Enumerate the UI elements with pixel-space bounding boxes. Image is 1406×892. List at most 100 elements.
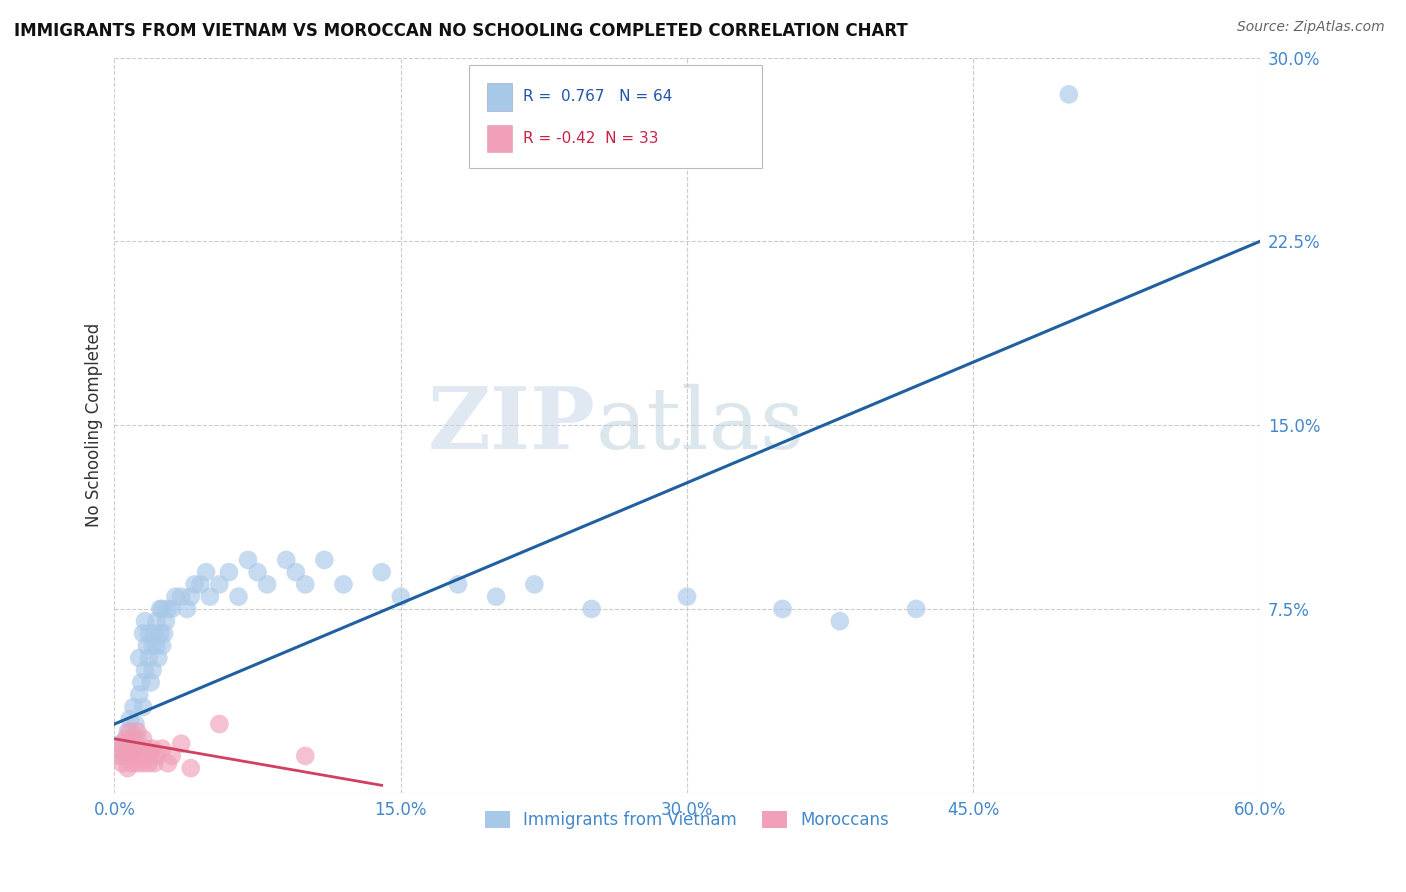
Point xyxy=(276,553,298,567)
Point xyxy=(332,577,354,591)
Point xyxy=(107,748,129,763)
Point xyxy=(121,756,143,771)
Point xyxy=(150,639,173,653)
Point xyxy=(122,741,145,756)
Point xyxy=(284,565,307,579)
Point xyxy=(160,602,183,616)
Point xyxy=(170,590,193,604)
Point xyxy=(228,590,250,604)
Point xyxy=(256,577,278,591)
Point xyxy=(150,741,173,756)
Point xyxy=(115,748,138,763)
Point xyxy=(138,626,160,640)
Point xyxy=(1057,87,1080,102)
Point xyxy=(150,602,173,616)
Point xyxy=(145,614,167,628)
Point xyxy=(143,756,166,771)
Point xyxy=(149,602,172,616)
Point xyxy=(108,737,131,751)
Point xyxy=(523,577,546,591)
Point xyxy=(122,731,145,746)
Point xyxy=(139,748,162,763)
Point xyxy=(124,741,146,756)
Point xyxy=(208,577,231,591)
Point xyxy=(772,602,794,616)
Point xyxy=(314,553,336,567)
Point xyxy=(138,756,160,771)
Point xyxy=(118,712,141,726)
Point xyxy=(118,741,141,756)
Point xyxy=(128,688,150,702)
Point xyxy=(139,675,162,690)
FancyBboxPatch shape xyxy=(470,65,762,168)
Point xyxy=(160,748,183,763)
Point xyxy=(128,741,150,756)
Point xyxy=(165,590,187,604)
Point xyxy=(156,602,179,616)
Bar xyxy=(486,83,512,111)
Point xyxy=(145,748,167,763)
Point xyxy=(132,626,155,640)
Point xyxy=(208,717,231,731)
Point xyxy=(127,731,149,746)
Point xyxy=(176,602,198,616)
Bar xyxy=(486,125,512,153)
Point xyxy=(108,741,131,756)
Text: Source: ZipAtlas.com: Source: ZipAtlas.com xyxy=(1237,20,1385,34)
Point xyxy=(129,675,152,690)
Point xyxy=(135,741,157,756)
Point xyxy=(447,577,470,591)
Point xyxy=(905,602,928,616)
Point xyxy=(581,602,603,616)
Point xyxy=(153,626,176,640)
Point xyxy=(135,639,157,653)
Point xyxy=(122,699,145,714)
Point xyxy=(111,756,134,771)
Point xyxy=(142,639,165,653)
Point xyxy=(132,731,155,746)
Point xyxy=(117,724,139,739)
Point xyxy=(121,731,143,746)
Point xyxy=(828,614,851,628)
Point xyxy=(246,565,269,579)
Point xyxy=(370,565,392,579)
Point xyxy=(118,724,141,739)
Point xyxy=(124,717,146,731)
Text: atlas: atlas xyxy=(596,384,804,467)
Point xyxy=(180,590,202,604)
Point xyxy=(155,614,177,628)
Point xyxy=(132,756,155,771)
Point xyxy=(117,761,139,775)
Point xyxy=(180,761,202,775)
Point xyxy=(134,614,156,628)
Text: R =  0.767   N = 64: R = 0.767 N = 64 xyxy=(523,89,672,104)
Point xyxy=(115,731,138,746)
Point xyxy=(156,756,179,771)
Y-axis label: No Schooling Completed: No Schooling Completed xyxy=(86,323,103,527)
Point xyxy=(149,626,172,640)
Point xyxy=(129,748,152,763)
Point xyxy=(170,737,193,751)
Point xyxy=(676,590,699,604)
Point xyxy=(188,577,211,591)
Point xyxy=(198,590,221,604)
Point xyxy=(195,565,218,579)
Point xyxy=(236,553,259,567)
Legend: Immigrants from Vietnam, Moroccans: Immigrants from Vietnam, Moroccans xyxy=(478,805,896,836)
Point xyxy=(145,639,167,653)
Point xyxy=(143,626,166,640)
Point xyxy=(128,651,150,665)
Point xyxy=(134,663,156,677)
Point xyxy=(138,651,160,665)
Point xyxy=(127,756,149,771)
Point xyxy=(183,577,205,591)
Point xyxy=(294,748,316,763)
Point xyxy=(142,741,165,756)
Point xyxy=(148,651,170,665)
Point xyxy=(134,748,156,763)
Text: ZIP: ZIP xyxy=(427,384,596,467)
Point xyxy=(485,590,508,604)
Point xyxy=(294,577,316,591)
Point xyxy=(112,737,135,751)
Text: R = -0.42  N = 33: R = -0.42 N = 33 xyxy=(523,131,659,146)
